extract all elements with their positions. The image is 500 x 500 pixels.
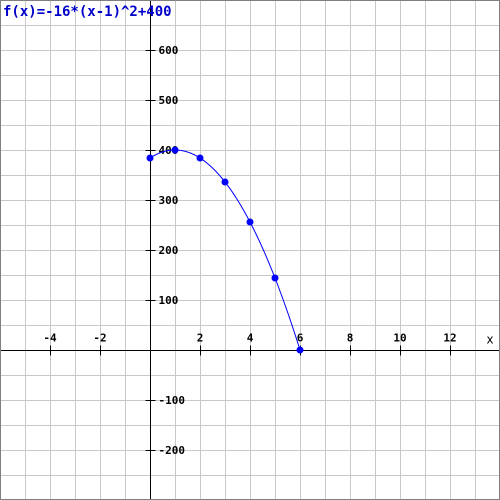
data-points xyxy=(146,146,304,354)
y-tick-label: 500 xyxy=(159,94,179,107)
y-tick-label: 300 xyxy=(159,194,179,207)
x-tick-label: 12 xyxy=(443,332,456,345)
x-tick-label: -2 xyxy=(93,332,106,345)
x-tick-label: -4 xyxy=(43,332,57,345)
data-point xyxy=(171,146,179,154)
data-point xyxy=(246,218,254,226)
y-tick-label: -200 xyxy=(159,444,186,457)
x-tick-label: 8 xyxy=(347,332,354,345)
data-point xyxy=(271,274,279,282)
x-axis-label: x xyxy=(486,333,493,347)
chart-title: f(x)=-16*(x-1)^2+400 xyxy=(3,4,172,20)
x-tick-label: 4 xyxy=(247,332,254,345)
data-point xyxy=(221,178,229,186)
y-tick-label: -100 xyxy=(159,394,186,407)
x-tick-label: 2 xyxy=(197,332,204,345)
y-tick-label: 200 xyxy=(159,244,179,257)
data-point xyxy=(146,154,154,162)
x-tick-label: 10 xyxy=(393,332,406,345)
y-tick-label: 600 xyxy=(159,44,179,57)
data-point xyxy=(196,154,204,162)
data-point xyxy=(296,346,304,354)
y-tick-label: 100 xyxy=(159,294,179,307)
x-tick-label: 6 xyxy=(297,332,304,345)
